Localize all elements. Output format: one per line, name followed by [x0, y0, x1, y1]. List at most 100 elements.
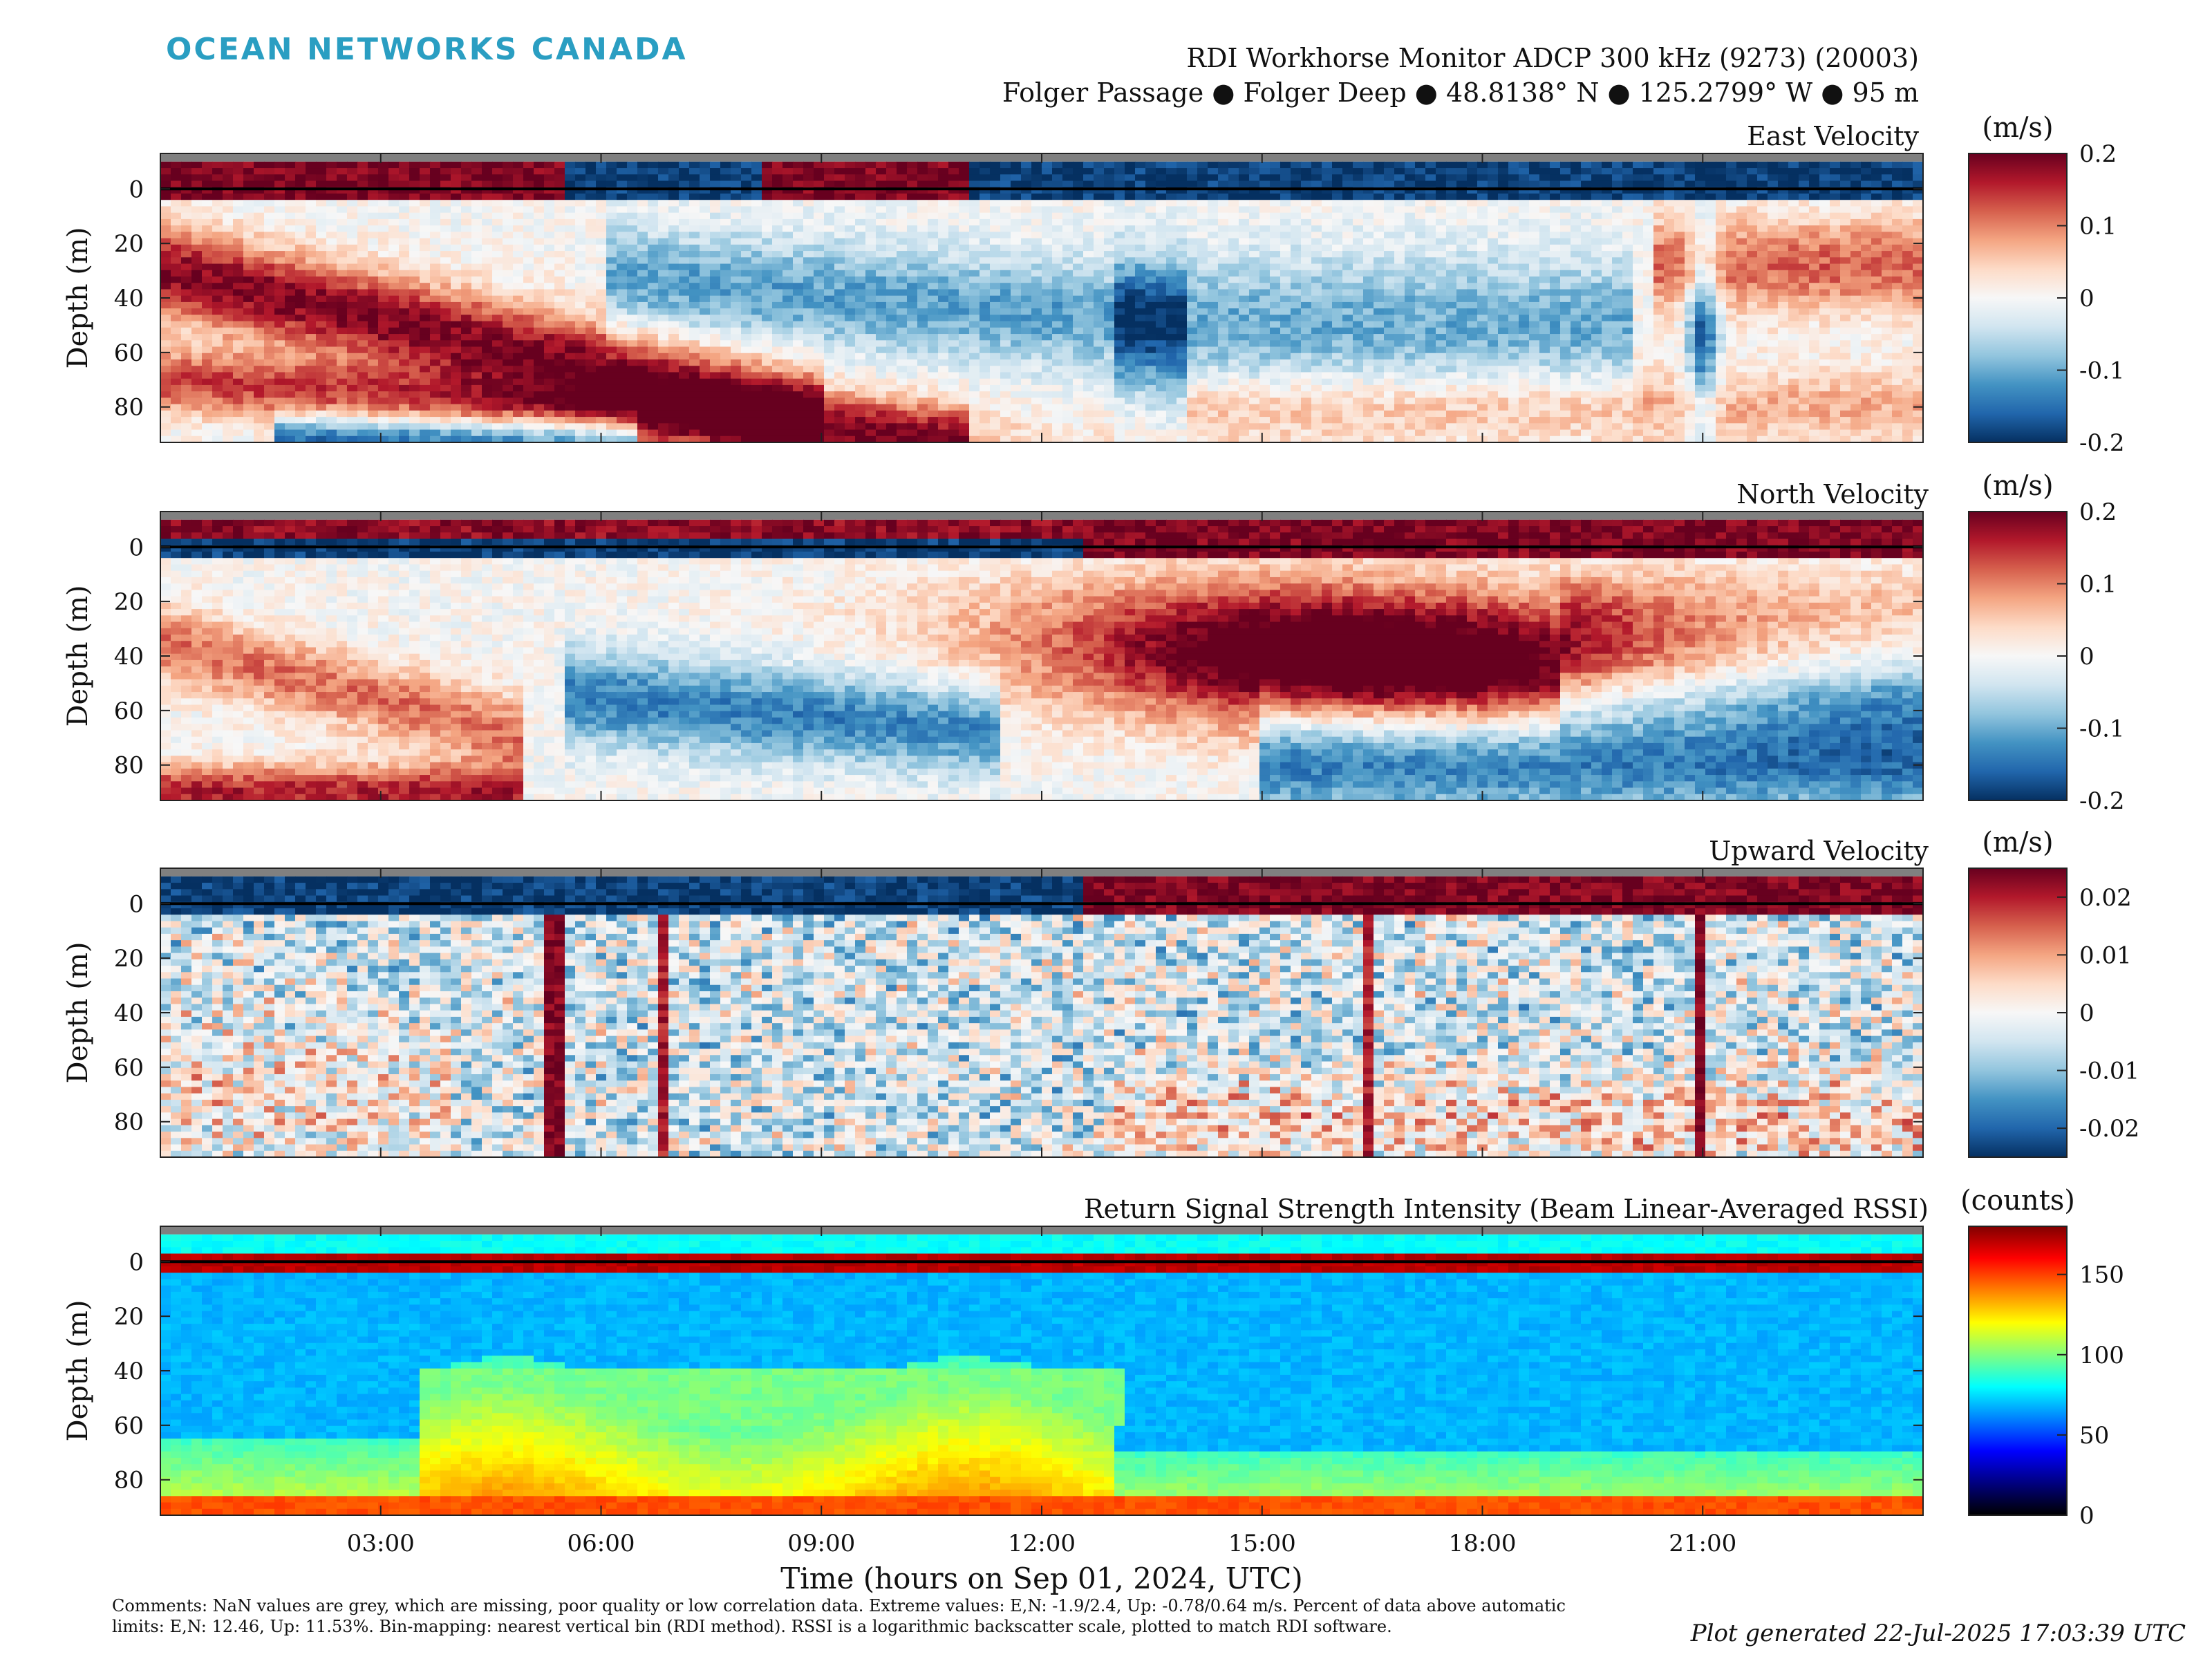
heatmap-cell [1218, 168, 1229, 175]
heatmap-cell [1166, 187, 1177, 194]
heatmap-cell [876, 417, 887, 424]
heatmap-cell [181, 340, 192, 348]
heatmap-cell [513, 225, 524, 232]
heatmap-cell [544, 270, 555, 277]
heatmap-cell [1187, 244, 1198, 252]
heatmap-cell [554, 372, 565, 379]
heatmap-cell [948, 429, 959, 437]
heatmap-cell [637, 187, 648, 194]
heatmap-cell [461, 340, 472, 348]
heatmap-cell [503, 435, 514, 442]
heatmap-cell [1145, 200, 1156, 207]
heatmap-cell [917, 435, 928, 442]
heatmap-cell [814, 200, 825, 207]
heatmap-cell [700, 423, 711, 431]
heatmap-cell [700, 238, 711, 245]
heatmap-cell [337, 410, 348, 418]
heatmap-cell [1270, 283, 1281, 290]
heatmap-cell [368, 366, 379, 373]
heatmap-cell [554, 263, 565, 271]
heatmap-cell [388, 327, 400, 335]
heatmap-cell [523, 346, 534, 354]
heatmap-cell [254, 315, 265, 322]
heatmap-cell [1166, 423, 1177, 431]
heatmap-cell [710, 225, 721, 232]
heatmap-cell [191, 257, 203, 265]
heatmap-cell [347, 340, 358, 348]
heatmap-cell [482, 429, 493, 437]
heatmap-cell [990, 263, 1001, 271]
heatmap-cell [834, 359, 845, 366]
heatmap-cell [409, 429, 420, 437]
heatmap-cell [368, 168, 379, 175]
heatmap-cell [326, 276, 337, 283]
heatmap-cell [1145, 417, 1156, 424]
heatmap-cell [648, 206, 659, 214]
heatmap-cell [917, 238, 928, 245]
heatmap-cell [1156, 200, 1167, 207]
heatmap-cell [679, 289, 690, 297]
heatmap-cell [1208, 232, 1219, 239]
heatmap-cell [1228, 321, 1239, 328]
heatmap-cell [1031, 384, 1042, 392]
heatmap-cell [223, 193, 234, 200]
heatmap-cell [1114, 257, 1125, 265]
heatmap-cell [668, 378, 679, 386]
heatmap-cell [274, 200, 285, 207]
heatmap-cell [814, 346, 825, 354]
heatmap-cell [917, 372, 928, 379]
heatmap-cell [700, 334, 711, 341]
heatmap-cell [917, 232, 928, 239]
heatmap-cell [803, 397, 814, 405]
heatmap-cell [668, 404, 679, 411]
heatmap-cell [803, 289, 814, 297]
heatmap-cell [1135, 315, 1146, 322]
heatmap-cell [689, 276, 700, 283]
heatmap-cell [1021, 263, 1032, 271]
heatmap-cell [1042, 168, 1053, 175]
heatmap-cell [803, 200, 814, 207]
heatmap-cell [938, 276, 949, 283]
heatmap-cell [710, 263, 721, 271]
heatmap-cell [254, 353, 265, 360]
heatmap-cell [658, 346, 669, 354]
heatmap-cell [544, 423, 555, 431]
heatmap-cell [938, 359, 949, 366]
heatmap-cell [741, 384, 752, 392]
heatmap-cell [440, 270, 451, 277]
heatmap-cell [679, 174, 690, 182]
heatmap-cell [689, 232, 700, 239]
heatmap-cell [980, 340, 991, 348]
heatmap-cell [1218, 180, 1229, 188]
heatmap-cell [980, 391, 991, 398]
heatmap-cell [440, 321, 451, 328]
heatmap-cell [264, 238, 275, 245]
heatmap-cell [793, 193, 804, 200]
heatmap-cell [378, 257, 389, 265]
heatmap-cell [980, 308, 991, 315]
heatmap-cell [917, 391, 928, 398]
heatmap-cell [440, 180, 451, 188]
heatmap-cell [1073, 187, 1084, 194]
heatmap-cell [1177, 301, 1188, 309]
heatmap-cell [969, 301, 980, 309]
heatmap-cell [1291, 289, 1302, 297]
heatmap-cell [1280, 212, 1291, 220]
heatmap-cell [1197, 206, 1208, 214]
heatmap-cell [1249, 257, 1260, 265]
heatmap-cell [274, 263, 285, 271]
heatmap-cell [274, 346, 285, 354]
heatmap-cell [803, 283, 814, 290]
heatmap-cell [378, 397, 389, 405]
heatmap-cell [295, 161, 306, 169]
heatmap-cell [668, 218, 679, 226]
heatmap-cell [803, 232, 814, 239]
heatmap-cell [1208, 321, 1219, 328]
heatmap-cell [772, 263, 783, 271]
heatmap-cell [295, 308, 306, 315]
heatmap-cell [1197, 295, 1208, 303]
heatmap-cell [420, 206, 431, 214]
heatmap-cell [938, 301, 949, 309]
heatmap-cell [865, 429, 877, 437]
heatmap-cell [824, 353, 835, 360]
